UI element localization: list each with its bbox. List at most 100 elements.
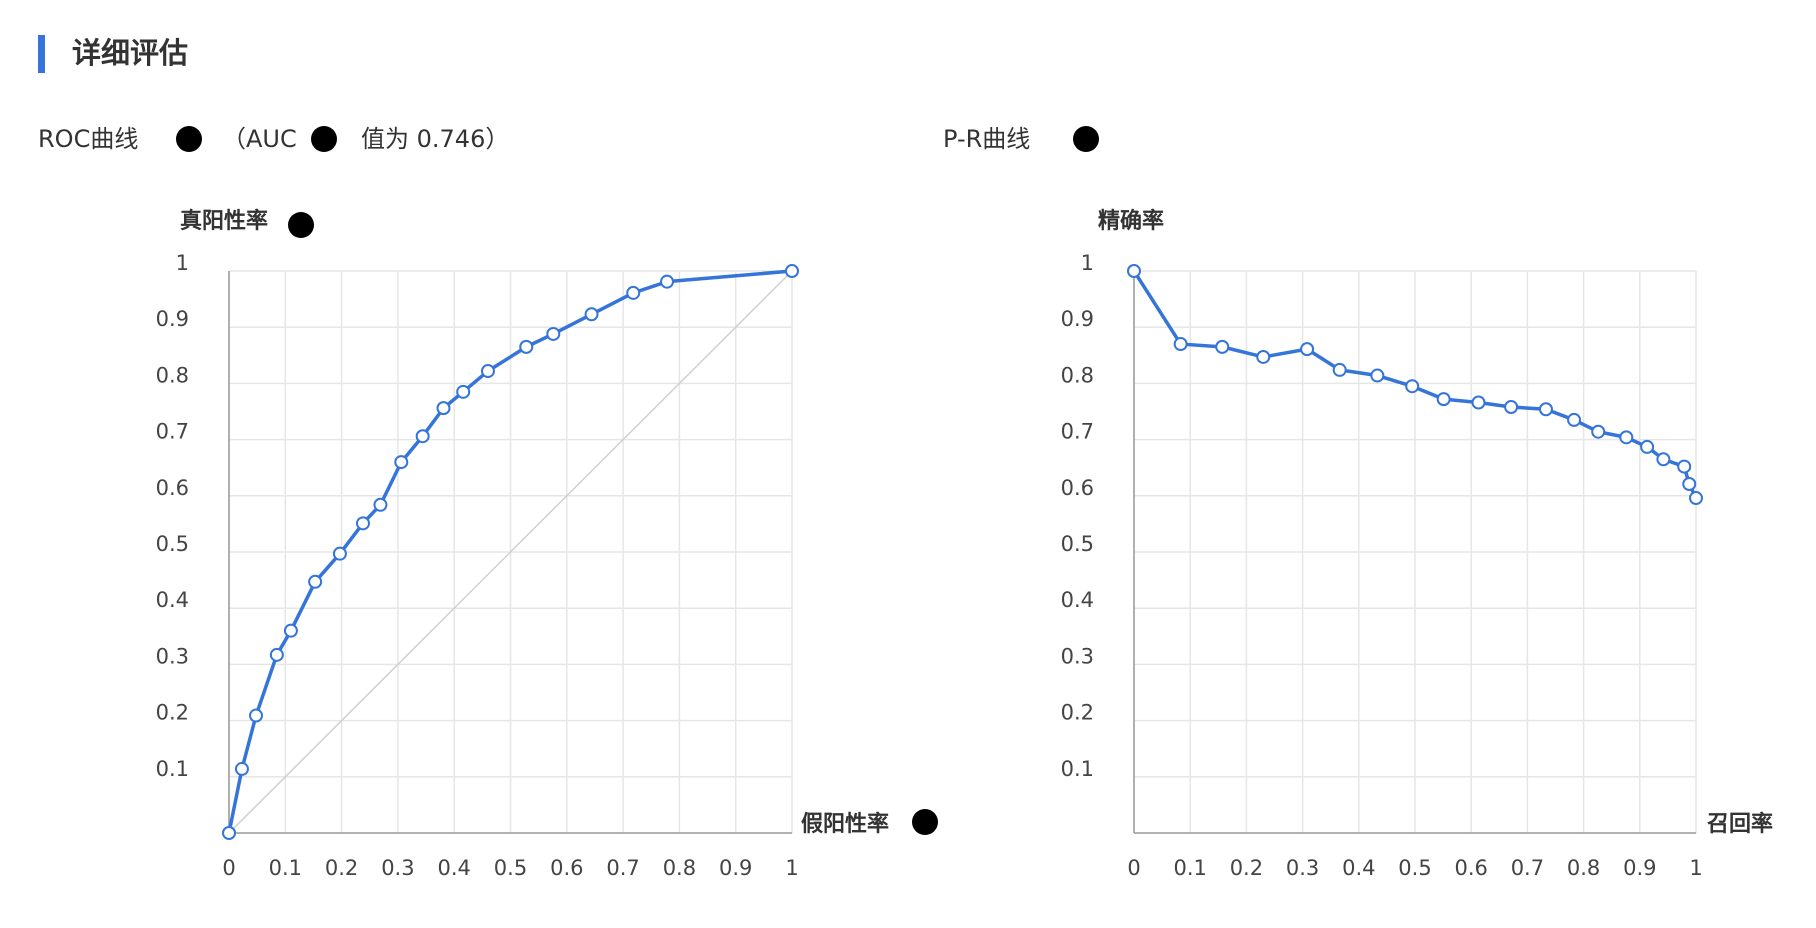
y-tick-label: 0.5 [1061, 532, 1094, 556]
roc-title: ROC曲线 [38, 125, 138, 153]
y-tick-label: 0.6 [1061, 476, 1094, 500]
y-tick-label: 0.2 [156, 701, 189, 725]
point [456, 384, 471, 399]
x-tick-label: 0.9 [719, 856, 752, 880]
y-axis-label: 精确率 [1098, 208, 1164, 234]
reference-line [228, 270, 793, 834]
y-tick-label: 0.2 [1061, 701, 1094, 725]
point [1256, 349, 1271, 364]
y-tick-label: 0.1 [1061, 757, 1094, 781]
help-icon[interactable] [288, 212, 314, 238]
y-tick-label: 1 [1081, 251, 1094, 275]
page-title: 详细评估 [72, 36, 188, 70]
x-tick-label: 0.2 [1230, 856, 1263, 880]
x-tick-label: 0.8 [663, 856, 696, 880]
point [1332, 362, 1347, 377]
x-tick-label: 1 [785, 856, 798, 880]
point [1215, 339, 1230, 354]
point [283, 623, 298, 638]
point [415, 429, 430, 444]
point [1677, 459, 1692, 474]
y-tick-label: 0.3 [156, 644, 189, 668]
point [234, 761, 249, 776]
help-icon[interactable] [1073, 126, 1099, 152]
x-tick-label: 0.6 [550, 856, 583, 880]
y-tick-label: 0.5 [156, 532, 189, 556]
x-tick-label: 0.7 [1511, 856, 1544, 880]
point [1436, 392, 1451, 407]
header-accent [38, 35, 45, 73]
x-tick-label: 0.9 [1623, 856, 1656, 880]
help-icon[interactable] [176, 126, 202, 152]
x-tick-label: 0.4 [437, 856, 470, 880]
y-tick-label: 1 [176, 251, 189, 275]
point [480, 364, 495, 379]
point [1504, 400, 1519, 415]
y-tick-label: 0.3 [1061, 644, 1094, 668]
point [1640, 439, 1655, 454]
point [394, 455, 409, 470]
y-tick-label: 0.8 [1061, 363, 1094, 387]
pr-title: P-R曲线 [943, 125, 1030, 153]
point [269, 647, 284, 662]
y-tick-label: 0.7 [1061, 420, 1094, 444]
point [584, 307, 599, 322]
x-tick-label: 0.8 [1567, 856, 1600, 880]
point [1471, 395, 1486, 410]
point [222, 826, 236, 840]
point [1173, 337, 1188, 352]
y-tick-label: 0.6 [156, 476, 189, 500]
point [355, 516, 370, 531]
x-tick-label: 0.2 [325, 856, 358, 880]
auc-label: （AUC [222, 125, 297, 153]
x-tick-label: 0.3 [1286, 856, 1319, 880]
x-tick-label: 0.3 [381, 856, 414, 880]
point [1689, 491, 1703, 506]
x-axis-label: 召回率 [1706, 811, 1773, 837]
point [1300, 342, 1315, 357]
y-tick-label: 0.1 [156, 757, 189, 781]
point [1405, 379, 1420, 394]
x-tick-label: 0.4 [1342, 856, 1375, 880]
x-tick-label: 0.1 [1173, 856, 1206, 880]
y-tick-label: 0.4 [1061, 588, 1094, 612]
y-tick-label: 0.4 [156, 588, 189, 612]
point [332, 546, 347, 561]
point [1619, 430, 1634, 445]
point [660, 274, 675, 289]
x-tick-label: 0.7 [606, 856, 639, 880]
point [1567, 412, 1582, 427]
point [308, 574, 323, 589]
x-tick-label: 0 [222, 856, 235, 880]
point [626, 285, 641, 300]
point [373, 497, 388, 512]
x-tick-label: 0.6 [1454, 856, 1487, 880]
point [785, 264, 799, 278]
point [1127, 264, 1141, 278]
help-icon[interactable] [912, 809, 938, 835]
x-axis-label: 假阳性率 [801, 811, 889, 837]
point [1370, 368, 1385, 383]
x-tick-label: 1 [1689, 856, 1702, 880]
point [546, 326, 561, 341]
point [1591, 424, 1606, 439]
y-axis-label: 真阳性率 [180, 208, 268, 234]
help-icon[interactable] [311, 126, 337, 152]
x-tick-label: 0.5 [1398, 856, 1431, 880]
point [249, 708, 264, 723]
point [1538, 402, 1553, 417]
auc-value: 值为 0.746） [361, 125, 509, 153]
point [1682, 476, 1697, 491]
x-tick-label: 0 [1127, 856, 1140, 880]
y-tick-label: 0.7 [156, 420, 189, 444]
y-tick-label: 0.8 [156, 363, 189, 387]
y-tick-label: 0.9 [156, 307, 189, 331]
point [519, 339, 534, 354]
x-tick-label: 0.1 [269, 856, 302, 880]
point [436, 401, 451, 416]
point [1656, 452, 1671, 467]
y-tick-label: 0.9 [1061, 307, 1094, 331]
x-tick-label: 0.5 [494, 856, 527, 880]
